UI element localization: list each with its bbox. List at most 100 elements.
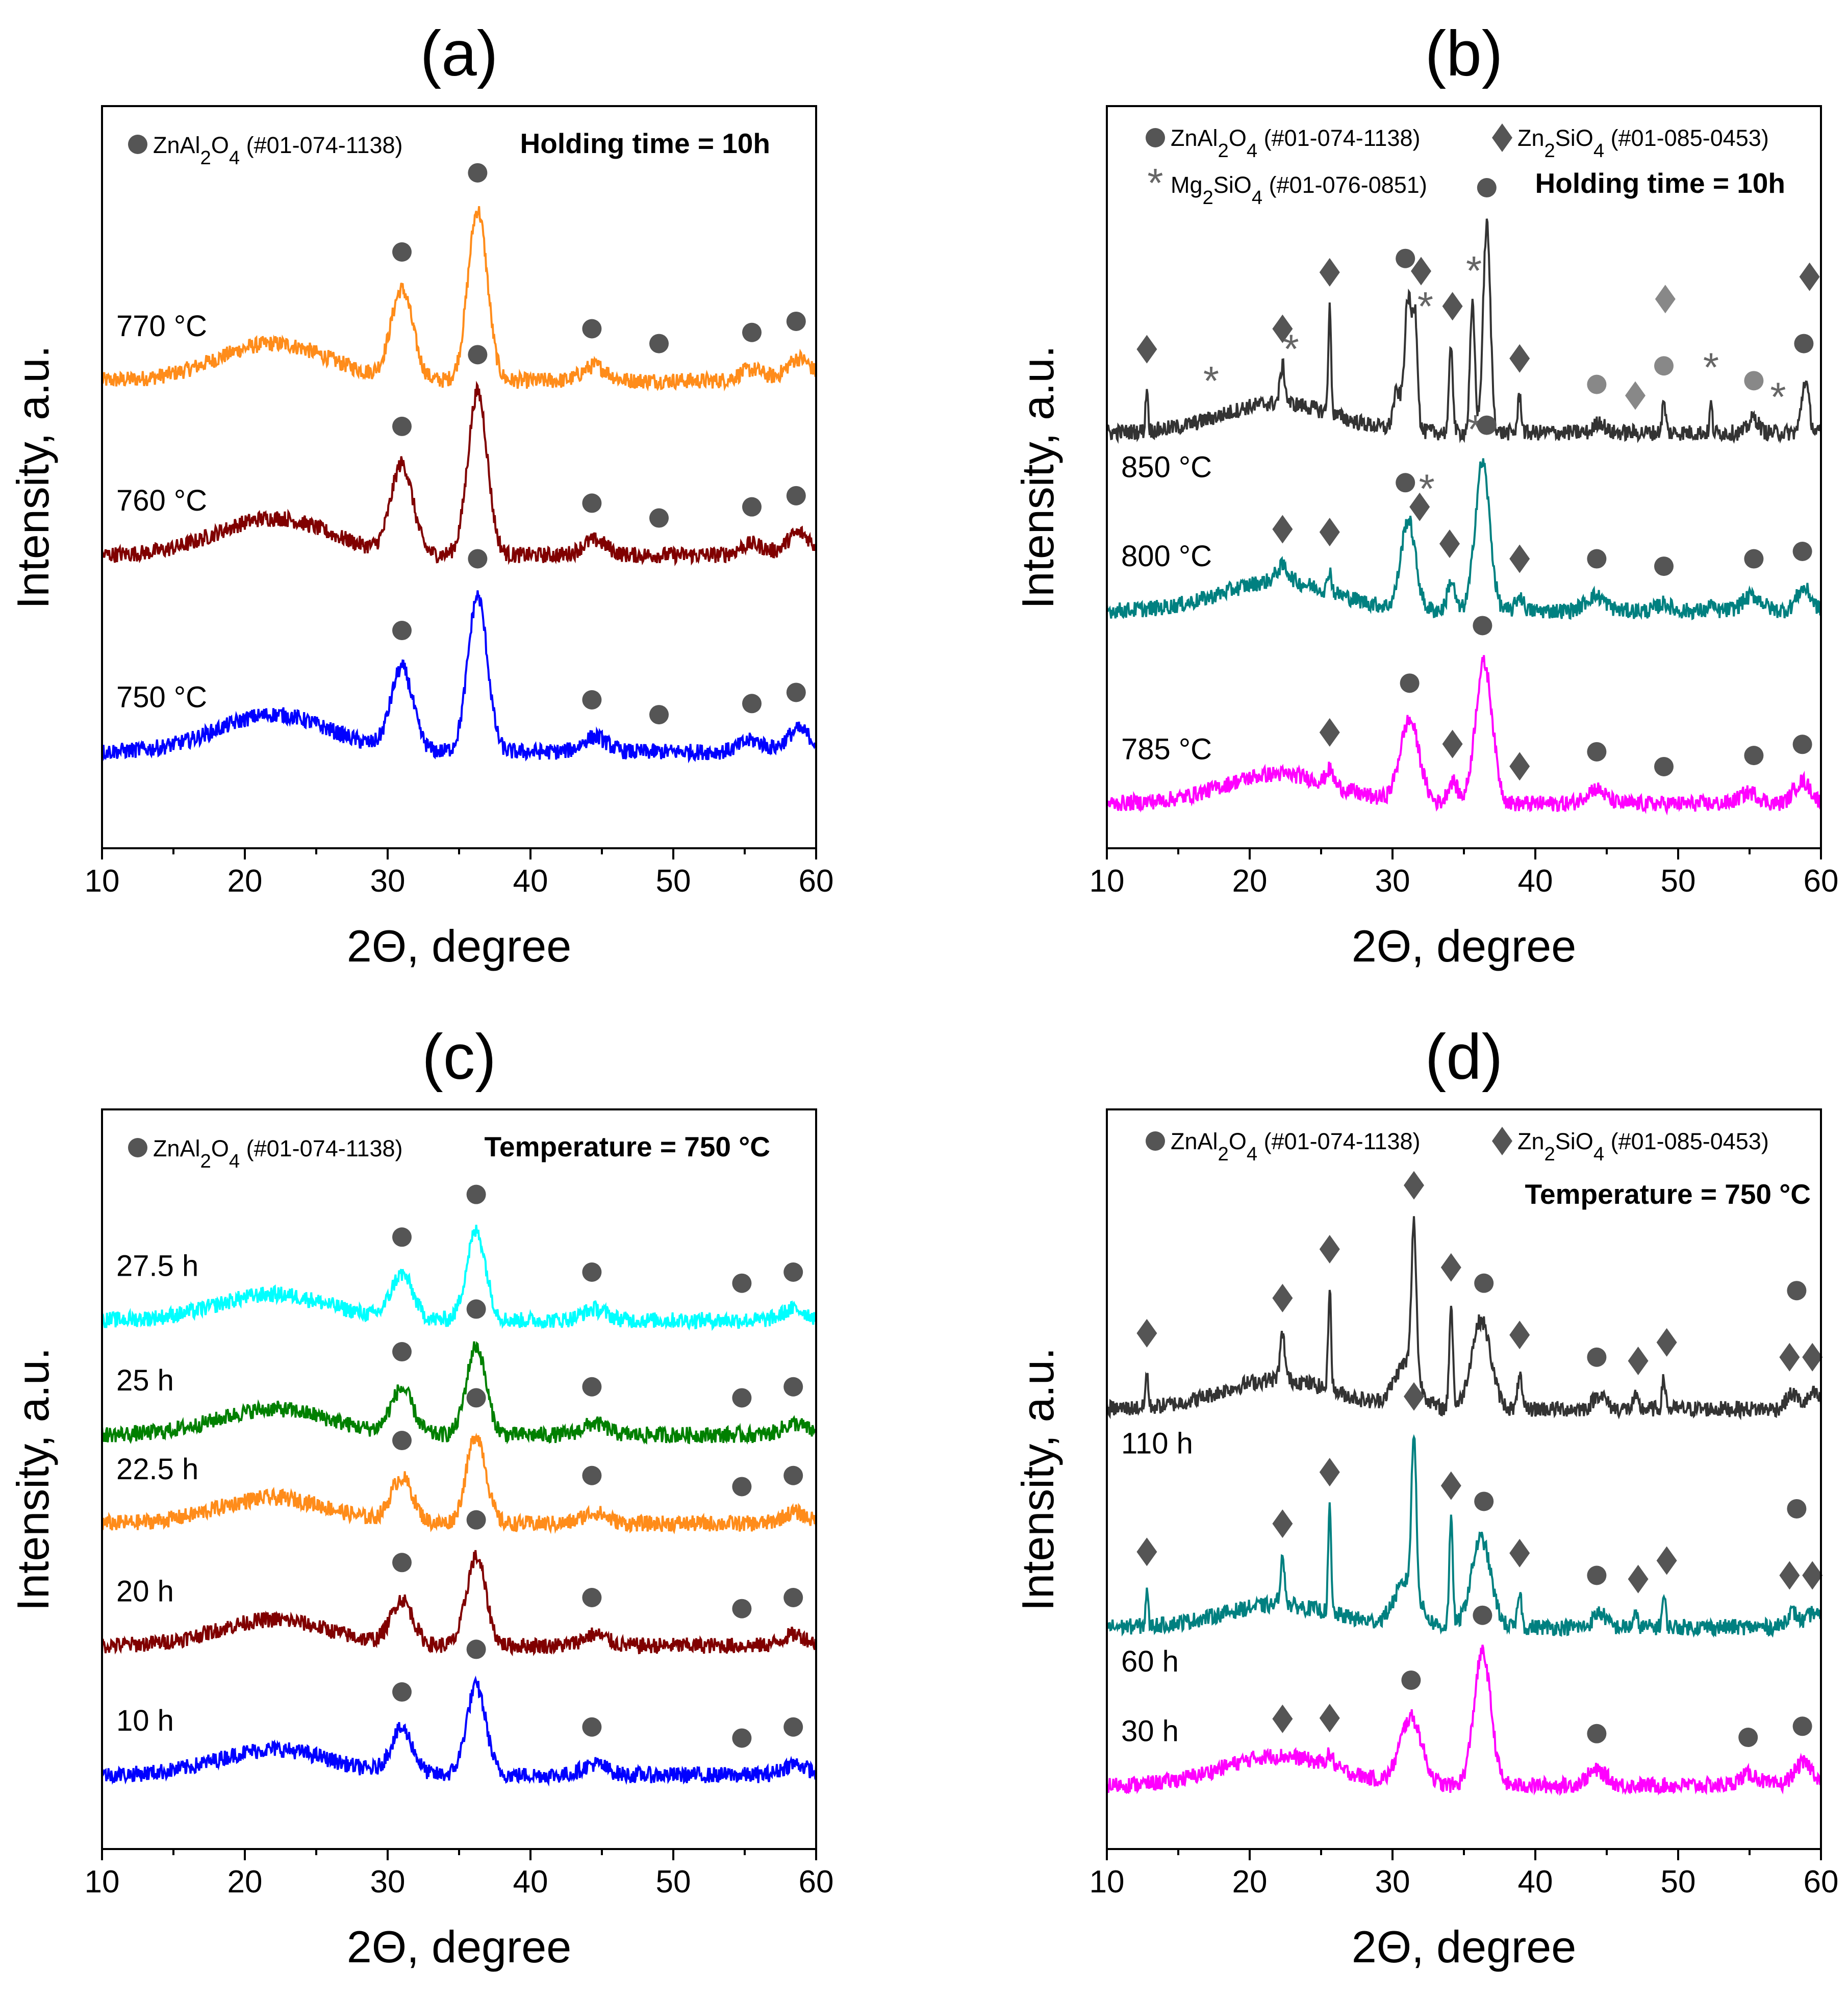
series-label: 110 h	[1121, 1427, 1193, 1460]
circle-marker-icon	[392, 621, 412, 641]
series-line	[101, 1432, 817, 1535]
formula-part: 4	[1247, 140, 1257, 162]
diamond-marker-icon	[1802, 1343, 1823, 1372]
diamond-marker-icon	[1404, 1382, 1424, 1411]
diamond-marker-icon	[1656, 1328, 1677, 1357]
formula-part: ZnAl	[1171, 1128, 1218, 1154]
circle-marker-icon	[1654, 556, 1674, 576]
circle-marker-icon	[582, 493, 602, 513]
x-tick-label: 10	[1090, 864, 1125, 899]
legend-item-circle: ZnAl2O4 (#01-074-1138)	[1171, 125, 1420, 162]
x-axis-label: 2Θ, degree	[1352, 921, 1576, 971]
x-tick-label: 10	[85, 864, 120, 899]
diamond-marker-icon	[1136, 335, 1157, 364]
circle-marker-icon	[1587, 1565, 1607, 1585]
circle-marker-icon	[392, 1227, 412, 1247]
x-tick-label: 20	[227, 1864, 263, 1900]
circle-marker-icon	[732, 1388, 752, 1408]
circle-marker-icon	[392, 1553, 412, 1573]
legend-item-star: Mg2SiO4 (#01-076-0851)	[1171, 172, 1427, 209]
formula-part: 4	[1252, 187, 1262, 209]
circle-marker-icon	[468, 549, 488, 569]
circle-marker-icon	[582, 1588, 602, 1607]
circle-marker-icon	[1146, 1131, 1165, 1151]
star-marker-icon: *	[1770, 374, 1786, 419]
series-label: 800 °C	[1121, 540, 1212, 573]
series-line	[1106, 1644, 1822, 1796]
circle-marker-icon	[1587, 549, 1607, 569]
reference-code: (#01-074-1138)	[240, 1135, 402, 1161]
formula-part: ZnAl	[1171, 125, 1218, 151]
series-20-h: 20 h	[101, 1510, 817, 1657]
reference-code: (#01-085-0453)	[1604, 125, 1769, 151]
circle-marker-icon	[392, 1342, 412, 1362]
annotation-text: Holding time = 10h	[520, 128, 771, 159]
series-line	[1106, 218, 1822, 444]
circle-marker-icon	[1787, 1281, 1807, 1301]
circle-marker-icon	[1587, 1724, 1607, 1743]
diamond-marker-icon	[1136, 1319, 1157, 1348]
plot-frame	[101, 1108, 817, 1850]
legend-item-diamond: Zn2SiO4 (#01-085-0453)	[1517, 1128, 1769, 1165]
series-line	[101, 381, 817, 567]
series-25-h: 25 h	[101, 1299, 817, 1445]
series-line	[101, 1675, 817, 1787]
formula-part: 2	[1218, 1143, 1229, 1165]
diamond-marker-icon	[1319, 518, 1340, 547]
series-27-5-h: 27.5 h	[101, 1184, 817, 1331]
diamond-marker-icon	[1272, 1509, 1293, 1538]
x-tick-label: 30	[370, 1864, 406, 1900]
circle-marker-icon	[1477, 178, 1497, 197]
diamond-marker-icon	[1509, 1538, 1530, 1567]
series-label: 770 °C	[116, 310, 207, 343]
diamond-marker-icon	[1319, 718, 1340, 747]
diamond-marker-icon	[1442, 729, 1463, 758]
star-marker-icon: *	[1703, 344, 1719, 390]
formula-part: O	[211, 1135, 229, 1161]
star-marker-icon: *	[1147, 160, 1163, 206]
x-tick-label: 20	[227, 864, 263, 899]
x-tick-label: 20	[1232, 864, 1268, 899]
diamond-marker-icon	[1799, 262, 1820, 291]
circle-marker-icon	[732, 1477, 752, 1497]
x-tick-label: 40	[513, 1864, 548, 1900]
formula-part: 4	[1593, 1143, 1604, 1165]
circle-marker-icon	[649, 508, 669, 528]
circle-marker-icon	[468, 163, 488, 183]
diamond-marker-icon	[1404, 1171, 1424, 1200]
circle-marker-icon	[1792, 542, 1812, 561]
panel-d: (d) 110 h 60 h 30 h 10 20 30 40 50 60 2Θ, degree In…	[1012, 1022, 1838, 1972]
diamond-marker-icon	[1779, 1343, 1800, 1372]
formula-part: 2	[1218, 140, 1229, 162]
series-line	[101, 1225, 817, 1331]
x-axis-label: 2Θ, degree	[347, 1921, 571, 1972]
x-tick-label: 60	[799, 864, 834, 899]
circle-marker-icon	[732, 1273, 752, 1293]
formula-part: SiO	[1555, 125, 1593, 151]
series-label: 22.5 h	[116, 1453, 198, 1486]
diamond-marker-icon	[1802, 1561, 1823, 1590]
diamond-marker-icon	[1442, 292, 1463, 321]
x-axis-label: 2Θ, degree	[1352, 1921, 1576, 1972]
formula-part: Mg	[1171, 172, 1203, 198]
diamond-marker-icon	[1409, 492, 1430, 521]
circle-marker-icon	[1401, 1670, 1421, 1690]
circle-marker-icon	[582, 1465, 602, 1485]
circle-marker-icon	[392, 242, 412, 262]
circle-marker-icon	[1744, 746, 1764, 766]
series-label: 27.5 h	[116, 1249, 198, 1282]
x-tick-label: 60	[799, 1864, 834, 1900]
panel-title: (c)	[422, 1022, 496, 1093]
panel-b: (b) * * * * * * 850 °C * * 800 °C 785 °C 10 20 30 40 50 6…	[1012, 18, 1838, 971]
circle-marker-icon	[1744, 549, 1764, 569]
plot-frame	[1106, 105, 1822, 849]
diamond-marker-icon	[1319, 1704, 1340, 1733]
diamond-marker-icon	[1319, 1458, 1340, 1487]
legend: ZnAl2O4 (#01-074-1138)	[128, 1135, 402, 1172]
panel-c: (c) 27.5 h 25 h 22.5 h 20 h 10 h 10 20 30 40 50 60 2…	[8, 1022, 833, 1972]
formula-part: ZnAl	[153, 1135, 200, 1161]
x-tick-label: 30	[370, 864, 406, 899]
circle-marker-icon	[466, 1299, 486, 1319]
series-label: 750 °C	[116, 681, 207, 714]
x-tick-label: 40	[1518, 1864, 1553, 1900]
